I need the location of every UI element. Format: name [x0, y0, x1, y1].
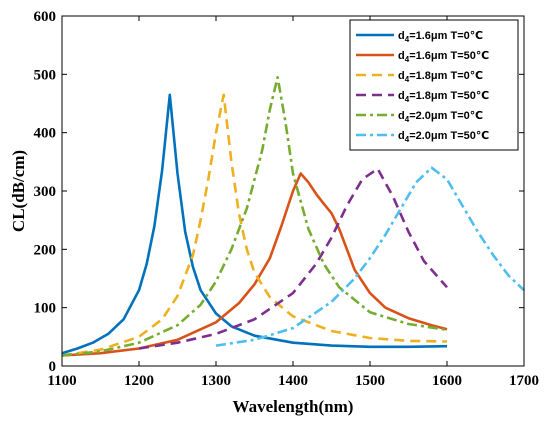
x-tick-label: 1300	[201, 373, 231, 389]
x-tick-label: 1600	[432, 373, 462, 389]
plot-lines	[61, 76, 525, 357]
legend-entry: d4=2.0μm T=50℃	[398, 130, 489, 144]
axis-ticks: 1100 1200 1300 1400 1500 1600 1700 0 100 200 300 40…	[34, 9, 540, 389]
series-line-5	[61, 76, 448, 357]
series-line-3	[61, 93, 448, 357]
series-line-4	[138, 167, 448, 350]
legend: d4=1.6μm T=0℃ d4=1.6μm T=50℃ d4=1.8μm T=0℃…	[349, 19, 519, 151]
legend-box	[349, 19, 519, 151]
series-line-2	[61, 172, 448, 357]
x-tick-label: 1100	[47, 373, 76, 389]
x-axis-label: Wavelength(nm)	[233, 397, 354, 416]
x-tick-label: 1500	[355, 373, 385, 389]
y-axis-label: CL(dB/cm)	[9, 150, 28, 232]
x-tick-label: 1700	[509, 373, 539, 389]
y-tick-label: 0	[49, 359, 57, 375]
x-tick-label: 1400	[278, 373, 308, 389]
y-tick-label: 600	[34, 9, 57, 25]
legend-entry: d4=2.0μm T=0℃	[398, 110, 483, 124]
y-tick-label: 500	[34, 67, 57, 83]
y-tick-label: 400	[34, 126, 57, 142]
legend-entry: d4=1.6μm T=0℃	[398, 30, 483, 44]
series-line-6	[215, 166, 525, 347]
series-line-1	[61, 93, 448, 355]
y-tick-label: 300	[34, 184, 57, 200]
legend-entry: d4=1.8μm T=0℃	[398, 70, 483, 84]
y-tick-label: 100	[34, 301, 57, 317]
x-tick-label: 1200	[124, 373, 154, 389]
legend-entry: d4=1.8μm T=50℃	[398, 90, 489, 104]
y-tick-label: 200	[34, 242, 57, 258]
legend-entry: d4=1.6μm T=50℃	[398, 50, 489, 64]
